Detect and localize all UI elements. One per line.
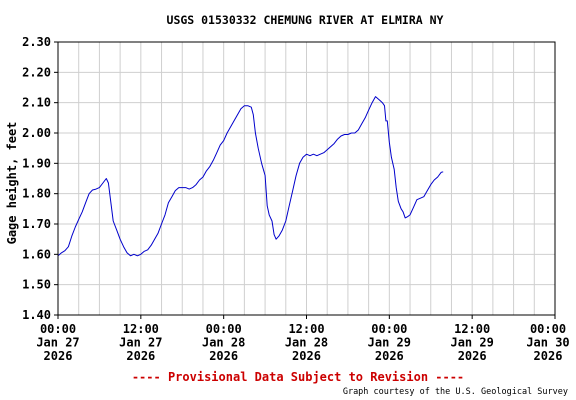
chart-title: USGS 01530332 CHEMUNG RIVER AT ELMIRA NY: [167, 13, 444, 27]
x-tick-label: 12:00 Jan 27 2026: [119, 322, 162, 363]
y-tick-label: 1.40: [22, 308, 51, 322]
y-tick-label: 1.80: [22, 187, 51, 201]
x-tick-label: 00:00 Jan 30 2026: [526, 322, 569, 363]
x-tick-labels: 00:00 Jan 27 2026 12:00 Jan 27 2026 00:00 Jan 2…: [36, 315, 570, 363]
series-line: [57, 96, 444, 257]
y-tick-label: 2.30: [22, 35, 51, 49]
x-tick-label: 12:00 Jan 28 2026: [285, 322, 328, 363]
y-tick-label: 1.90: [22, 156, 51, 170]
x-tick-label: 00:00 Jan 27 2026: [36, 322, 79, 363]
courtesy-note: Graph courtesy of the U.S. Geological Su…: [343, 387, 568, 397]
y-axis-label: Gage height, feet: [5, 122, 19, 245]
y-tick-label: 1.50: [22, 278, 51, 292]
y-tick-label: 2.20: [22, 65, 51, 79]
grid: [58, 42, 555, 315]
plot-frame: [57, 41, 556, 316]
y-tick-label: 2.00: [22, 126, 51, 140]
provisional-notice: ---- Provisional Data Subject to Revisio…: [132, 370, 464, 384]
y-tick-labels: 1.40 1.50 1.60 1.70 1.80 1.90 2.00 2.10 2.20 2.30: [22, 35, 58, 322]
y-tick-label: 1.70: [22, 217, 51, 231]
series-layer: [57, 96, 444, 257]
x-tick-label: 00:00 Jan 28 2026: [202, 322, 245, 363]
x-tick-label: 12:00 Jan 29 2026: [450, 322, 493, 363]
y-tick-label: 1.60: [22, 247, 51, 261]
x-tick-label: 00:00 Jan 29 2026: [368, 322, 411, 363]
y-tick-label: 2.10: [22, 96, 51, 110]
